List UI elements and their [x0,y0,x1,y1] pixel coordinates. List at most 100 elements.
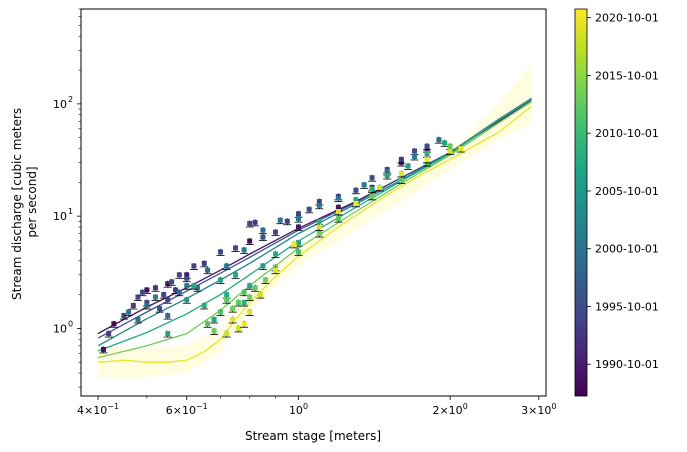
observation-point [142,302,151,310]
observation-point [256,291,265,299]
y-axis-label-line-2: per second] [25,166,39,237]
fit-curve-6 [98,105,532,363]
observation-point [189,282,198,290]
fit-curve-2 [97,97,532,339]
observation-point [368,174,377,182]
observation-point [245,238,254,245]
observation-point [375,184,384,192]
observation-point [163,330,172,338]
observation-point [245,220,254,228]
observation-point [231,271,240,279]
x-tick-label: 2×100 [432,402,467,417]
observation-point [193,284,202,292]
observation-point [138,289,147,297]
observation-point [133,316,142,324]
observation-point [245,294,254,302]
observation-point [163,296,172,304]
x-tick-label: 6×10−1 [166,402,208,417]
observation-point [124,309,133,316]
x-tick-label: 4×10−1 [77,402,119,417]
observation-point [258,234,267,242]
observation-point [234,299,243,307]
colorbar-tick-label: 1995-10-01 [595,300,659,313]
observation-point [109,320,118,328]
observation-point [294,224,303,231]
plot-frame [80,8,547,397]
observation-point [423,143,432,151]
observation-point [167,278,176,286]
observation-point [334,208,343,216]
observation-point [360,181,369,189]
observation-point [410,153,419,161]
observation-point [200,302,209,310]
observation-point [397,156,406,164]
observation-point [404,162,413,170]
colorbar-gradient [574,8,588,397]
observation-point [189,262,198,270]
observation-point [175,271,184,279]
observation-point [368,193,377,201]
observation-point [283,218,292,226]
observation-point [290,241,299,249]
observation-point [397,170,406,178]
observation-point [228,305,237,313]
observation-point [245,309,254,316]
observation-point [397,176,406,184]
observation-point [245,282,254,290]
observation-point [210,316,219,324]
x-axis-label: Stream stage [meters] [245,429,381,443]
observation-point [151,294,160,302]
observation-point [334,215,343,223]
plot-area [80,8,547,397]
x-tick-label: 100 [289,402,308,417]
observation-point [155,305,164,313]
observation-point [228,316,237,324]
observation-point [240,246,249,254]
observation-point [258,262,267,270]
observation-point [163,312,172,320]
observation-point [271,267,280,275]
observation-point [315,230,324,238]
observation-point [315,202,324,210]
observation-point [261,276,270,284]
fit-curve-5 [97,101,532,359]
observation-point [216,309,225,316]
observation-point [99,346,108,354]
observation-point [240,320,249,328]
y-axis-label: Stream discharge [cubic meters per secon… [10,104,39,300]
observation-point [434,136,443,144]
observation-point [423,156,432,164]
observation-point [440,139,449,147]
observation-point [203,320,212,328]
observation-point [294,215,303,223]
observation-point [163,280,172,288]
colorbar: 1990-10-01 1995-10-01 2000-10-01 2005-10-01… [574,8,659,397]
observation-point [240,289,249,297]
y-tick-exponent: 2 [68,95,73,104]
observation-point [251,219,260,227]
colorbar-ticks: 1990-10-01 1995-10-01 2000-10-01 2005-10-01… [587,12,659,371]
observation-point [305,206,314,214]
fit-curves [97,97,532,363]
observation-point [216,248,225,256]
observation-point [334,195,343,202]
y-tick-exponent: 0 [68,319,73,328]
x-axis: 4×10−1 6×10−1 100 2×100 3×100 [77,396,556,417]
y-tick-exponent: 1 [68,207,73,216]
observation-point [271,251,280,258]
colorbar-tick-label: 1990-10-01 [595,358,659,371]
observation-point [258,227,267,235]
observation-point [182,275,191,283]
colorbar-tick-label: 2005-10-01 [595,185,659,198]
observation-point [231,245,240,252]
observation-point [271,229,280,237]
observation-point [351,200,360,208]
observation-point [175,289,184,297]
observation-point [456,145,465,153]
y-tick-label: 10 [53,210,67,223]
fit-curve-3 [97,97,532,347]
observation-point [368,185,377,193]
observation-point [276,217,285,225]
